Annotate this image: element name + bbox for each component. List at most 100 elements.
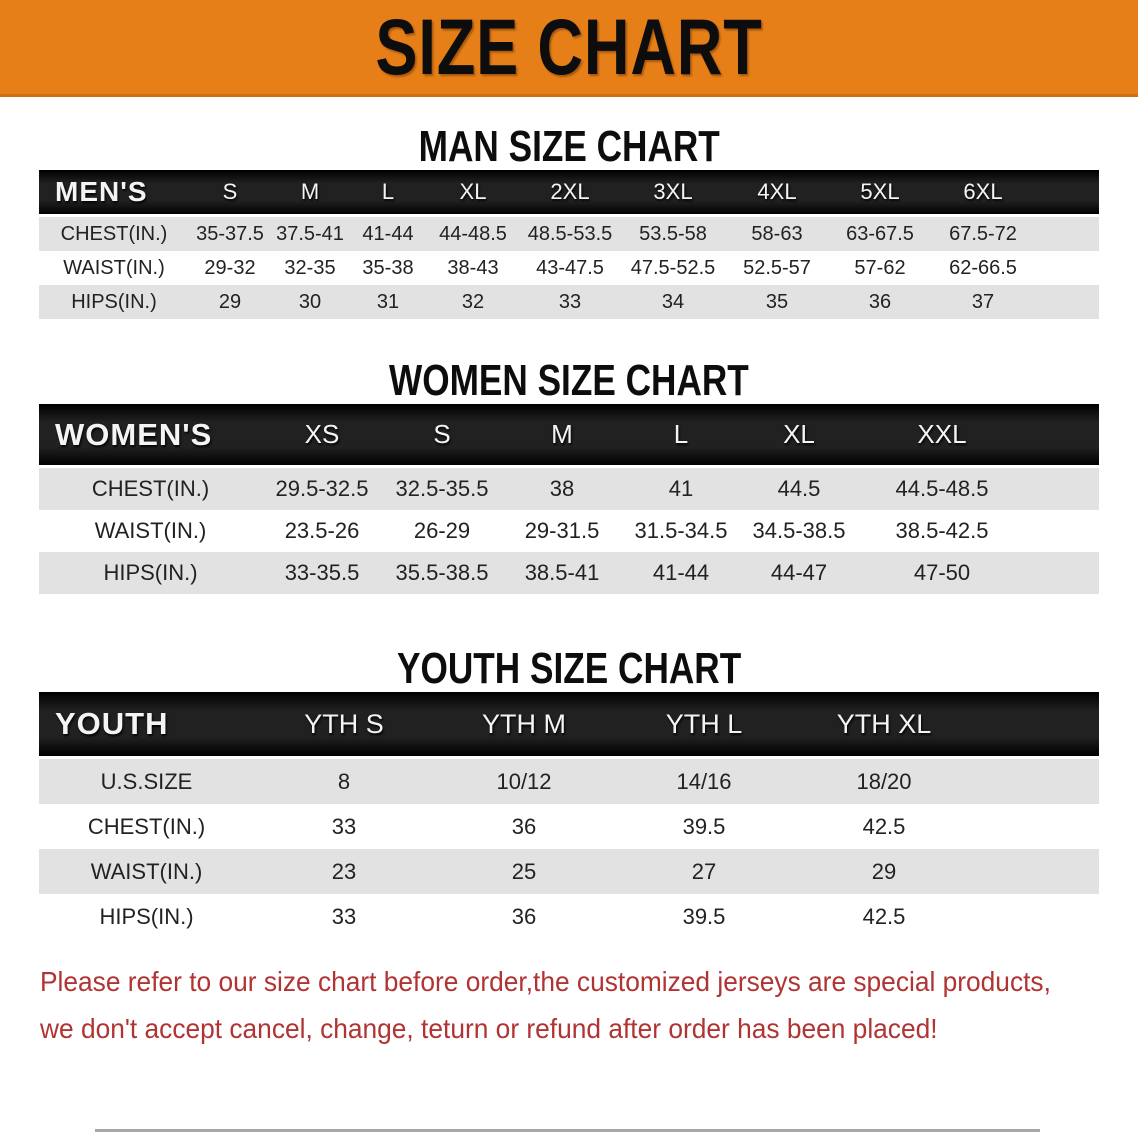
row-filler xyxy=(1035,214,1099,251)
size-value-cell: 29.5-32.5 xyxy=(262,465,382,510)
size-value-cell: 37 xyxy=(931,285,1035,319)
order-disclaimer: Please refer to our size chart before or… xyxy=(0,958,1138,1052)
size-value-cell: 43-47.5 xyxy=(519,251,621,285)
size-value-cell: 53.5-58 xyxy=(621,214,725,251)
size-value-cell: 31 xyxy=(349,285,427,319)
size-value-cell: 14/16 xyxy=(614,756,794,804)
size-value-cell: 36 xyxy=(434,894,614,939)
youth-chest-row: CHEST(IN.) 33 36 39.5 42.5 xyxy=(39,804,1099,849)
size-value-cell: 33 xyxy=(519,285,621,319)
size-value-cell: 52.5-57 xyxy=(725,251,829,285)
men-hips-row: HIPS(IN.) 29 30 31 32 33 34 35 36 37 xyxy=(39,285,1099,319)
size-value-cell: 31.5-34.5 xyxy=(622,510,740,552)
row-filler xyxy=(974,804,1099,849)
size-value-cell: 34 xyxy=(621,285,725,319)
size-value-cell: 42.5 xyxy=(794,894,974,939)
youth-size-table: YOUTH YTH S YTH M YTH L YTH XL U.S.SIZE … xyxy=(39,692,1099,939)
size-value-cell: 18/20 xyxy=(794,756,974,804)
size-value-cell: 8 xyxy=(254,756,434,804)
size-value-cell: 47-50 xyxy=(858,552,1026,594)
men-waist-row: WAIST(IN.) 29-32 32-35 35-38 38-43 43-47… xyxy=(39,251,1099,285)
size-column-header: YTH XL xyxy=(794,692,974,758)
measurement-label: HIPS(IN.) xyxy=(39,894,254,939)
row-filler xyxy=(1035,251,1099,285)
size-value-cell: 42.5 xyxy=(794,804,974,849)
size-value-cell: 38.5-42.5 xyxy=(858,510,1026,552)
size-value-cell: 10/12 xyxy=(434,756,614,804)
size-value-cell: 36 xyxy=(829,285,931,319)
size-column-header: 5XL xyxy=(829,170,931,216)
size-value-cell: 32-35 xyxy=(271,251,349,285)
photo-edge-artifact xyxy=(95,1129,1040,1132)
size-column-header: XS xyxy=(262,404,382,467)
size-column-header: XXL xyxy=(858,404,1026,467)
measurement-label: CHEST(IN.) xyxy=(39,465,262,510)
men-table-title: MEN'S xyxy=(39,170,189,216)
banner: SIZE CHART xyxy=(0,0,1138,97)
size-value-cell: 39.5 xyxy=(614,804,794,849)
size-value-cell: 48.5-53.5 xyxy=(519,214,621,251)
size-value-cell: 35-38 xyxy=(349,251,427,285)
size-value-cell: 38-43 xyxy=(427,251,519,285)
women-size-chart-heading: WOMEN SIZE CHART xyxy=(389,356,749,405)
row-filler xyxy=(1035,285,1099,319)
measurement-label: CHEST(IN.) xyxy=(39,804,254,849)
women-chest-row: CHEST(IN.) 29.5-32.5 32.5-35.5 38 41 44.… xyxy=(39,465,1099,510)
size-column-header: YTH S xyxy=(254,692,434,758)
size-value-cell: 27 xyxy=(614,849,794,894)
size-value-cell: 41-44 xyxy=(349,214,427,251)
size-value-cell: 62-66.5 xyxy=(931,251,1035,285)
size-value-cell: 44.5 xyxy=(740,465,858,510)
size-value-cell: 35.5-38.5 xyxy=(382,552,502,594)
size-column-header: 2XL xyxy=(519,170,621,216)
size-column-header: XL xyxy=(740,404,858,467)
size-column-header: M xyxy=(271,170,349,216)
size-column-header: YTH M xyxy=(434,692,614,758)
size-value-cell: 41-44 xyxy=(622,552,740,594)
youth-table-title: YOUTH xyxy=(39,692,254,758)
measurement-label: CHEST(IN.) xyxy=(39,214,189,251)
header-filler xyxy=(974,692,1099,758)
size-value-cell: 25 xyxy=(434,849,614,894)
row-filler xyxy=(1026,510,1099,552)
measurement-label: HIPS(IN.) xyxy=(39,285,189,319)
size-column-header: YTH L xyxy=(614,692,794,758)
row-filler xyxy=(974,894,1099,939)
header-filler xyxy=(1035,170,1099,216)
row-filler xyxy=(974,756,1099,804)
size-value-cell: 58-63 xyxy=(725,214,829,251)
disclaimer-line-1: Please refer to our size chart before or… xyxy=(40,966,1051,997)
size-value-cell: 33 xyxy=(254,894,434,939)
size-column-header: L xyxy=(622,404,740,467)
size-value-cell: 44-47 xyxy=(740,552,858,594)
women-hips-row: HIPS(IN.) 33-35.5 35.5-38.5 38.5-41 41-4… xyxy=(39,552,1099,594)
size-value-cell: 32 xyxy=(427,285,519,319)
size-value-cell: 36 xyxy=(434,804,614,849)
size-value-cell: 63-67.5 xyxy=(829,214,931,251)
women-waist-row: WAIST(IN.) 23.5-26 26-29 29-31.5 31.5-34… xyxy=(39,510,1099,552)
measurement-label: WAIST(IN.) xyxy=(39,849,254,894)
header-filler xyxy=(1026,404,1099,467)
women-size-table: WOMEN'S XS S M L XL XXL CHEST(IN.) 29.5-… xyxy=(39,404,1099,594)
measurement-label: WAIST(IN.) xyxy=(39,510,262,552)
size-value-cell: 32.5-35.5 xyxy=(382,465,502,510)
size-column-header: 3XL xyxy=(621,170,725,216)
youth-ussize-row: U.S.SIZE 8 10/12 14/16 18/20 xyxy=(39,756,1099,804)
men-header-row: MEN'S S M L XL 2XL 3XL 4XL 5XL 6XL xyxy=(39,170,1099,216)
men-size-table: MEN'S S M L XL 2XL 3XL 4XL 5XL 6XL CHEST… xyxy=(39,170,1099,319)
size-column-header: L xyxy=(349,170,427,216)
size-column-header: S xyxy=(189,170,271,216)
row-filler xyxy=(974,849,1099,894)
man-size-chart-heading: MAN SIZE CHART xyxy=(418,122,720,171)
size-value-cell: 44.5-48.5 xyxy=(858,465,1026,510)
size-value-cell: 33 xyxy=(254,804,434,849)
size-value-cell: 34.5-38.5 xyxy=(740,510,858,552)
size-column-header: M xyxy=(502,404,622,467)
men-chest-row: CHEST(IN.) 35-37.5 37.5-41 41-44 44-48.5… xyxy=(39,214,1099,251)
youth-header-row: YOUTH YTH S YTH M YTH L YTH XL xyxy=(39,692,1099,758)
size-value-cell: 23.5-26 xyxy=(262,510,382,552)
size-value-cell: 29-31.5 xyxy=(502,510,622,552)
disclaimer-line-2: we don't accept cancel, change, teturn o… xyxy=(40,1013,938,1044)
women-table-title: WOMEN'S xyxy=(39,404,262,467)
